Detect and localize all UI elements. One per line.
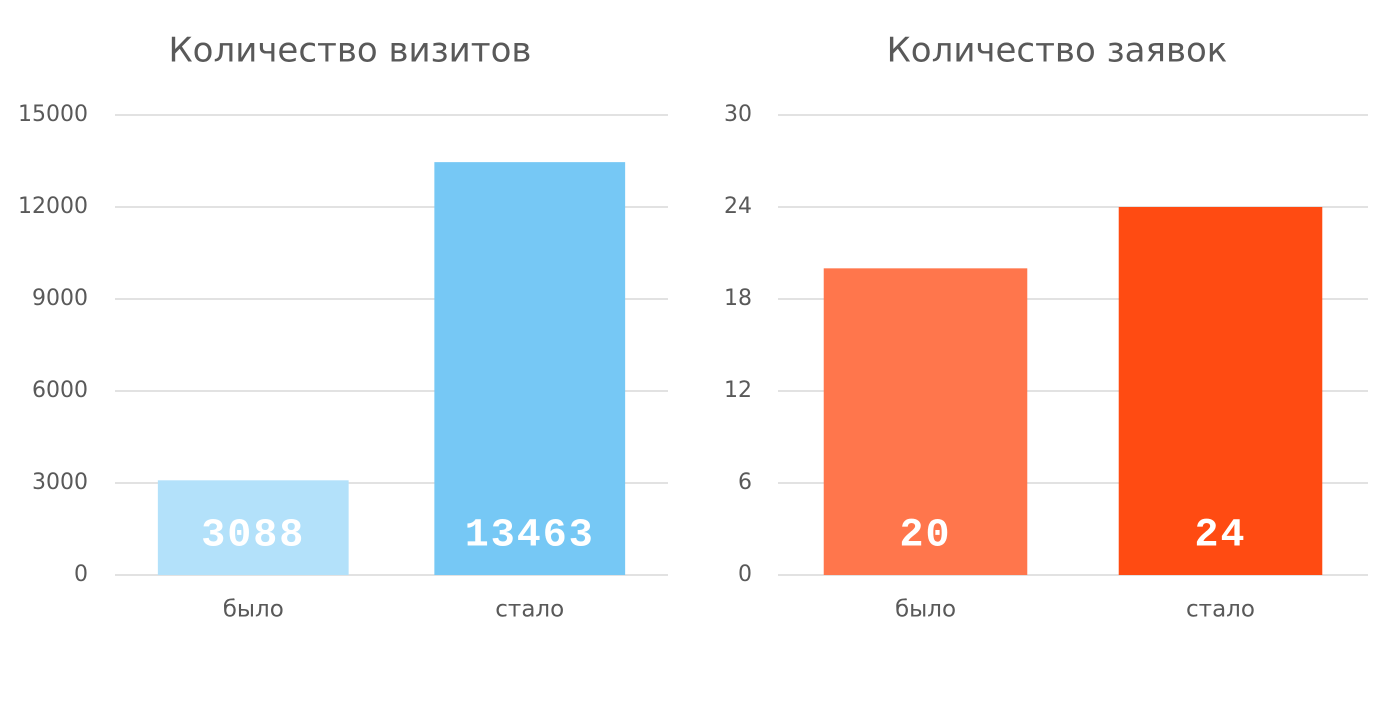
chart-title: Количество визитов <box>169 31 532 71</box>
y-tick-label: 0 <box>74 562 88 587</box>
y-tick-label: 0 <box>738 562 752 587</box>
y-tick-label: 6 <box>738 470 752 495</box>
x-tick-label: стало <box>1186 597 1255 623</box>
y-tick-label: 3000 <box>32 470 88 495</box>
data-label: 24 <box>1194 514 1246 559</box>
x-tick-label: было <box>223 597 284 623</box>
bar <box>1118 207 1323 575</box>
y-tick-label: 12000 <box>18 194 88 219</box>
y-tick-label: 24 <box>724 194 752 219</box>
bar <box>823 268 1028 575</box>
data-label: 3088 <box>201 514 305 559</box>
y-tick-label: 9000 <box>32 286 88 311</box>
data-label: 20 <box>899 514 951 559</box>
x-tick-label: стало <box>495 597 564 623</box>
y-tick-label: 15000 <box>18 102 88 127</box>
bar <box>434 162 626 575</box>
y-tick-label: 6000 <box>32 378 88 403</box>
chart-title: Количество заявок <box>887 31 1228 71</box>
bar <box>157 480 349 575</box>
x-tick-label: было <box>895 597 956 623</box>
data-label: 13463 <box>465 514 595 559</box>
y-tick-label: 12 <box>724 378 752 403</box>
y-tick-label: 18 <box>724 286 752 311</box>
y-tick-label: 30 <box>724 102 752 127</box>
